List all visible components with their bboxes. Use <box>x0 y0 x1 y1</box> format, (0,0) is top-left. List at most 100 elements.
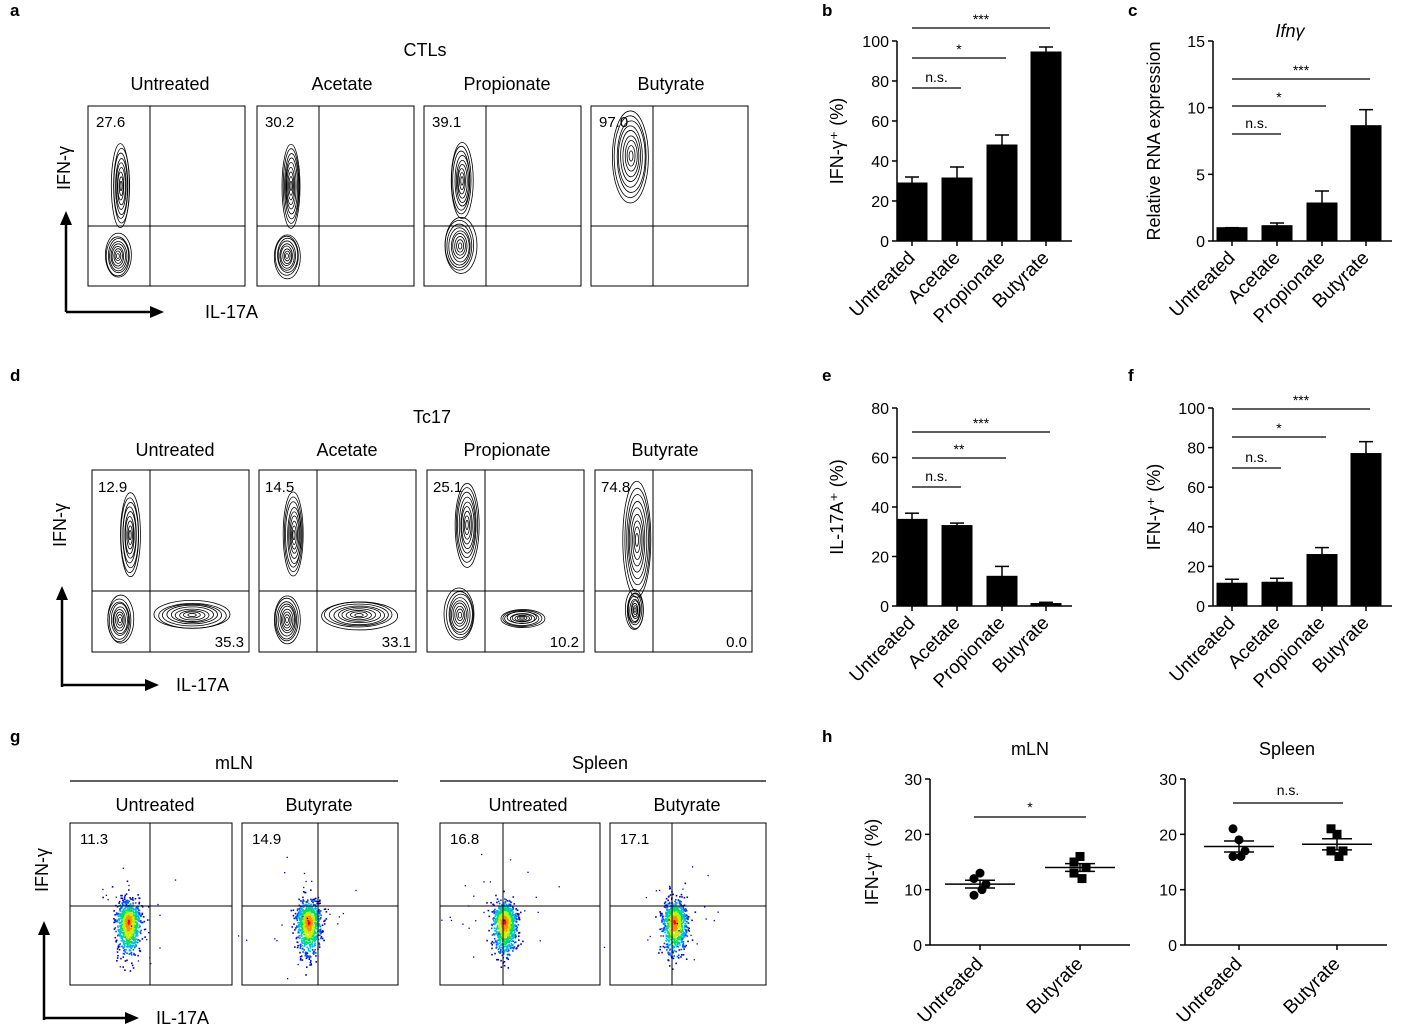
event-dot <box>473 895 475 897</box>
contour-line <box>456 608 464 622</box>
bar-untreated <box>1216 582 1248 607</box>
event-dot <box>645 896 648 899</box>
event-dot <box>665 897 668 900</box>
event-dot <box>501 954 503 957</box>
event-dot <box>304 918 306 920</box>
contour-line <box>350 611 368 619</box>
event-dot <box>481 853 483 856</box>
event-dot <box>300 921 303 924</box>
event-dot <box>313 898 316 900</box>
event-dot <box>677 945 679 947</box>
event-dot <box>315 900 317 902</box>
contour-line <box>289 180 293 191</box>
event-dot <box>681 938 683 940</box>
event-dot <box>126 923 129 926</box>
event-dot <box>135 911 138 914</box>
event-dot <box>131 941 133 943</box>
event-dot <box>125 949 127 951</box>
event-dot <box>131 937 133 940</box>
event-dot <box>516 926 519 929</box>
event-dot <box>301 920 304 922</box>
contour-line <box>452 233 468 259</box>
event-dot <box>687 916 690 918</box>
event-dot <box>126 931 129 934</box>
event-dot <box>493 923 495 925</box>
event-dot <box>307 917 310 919</box>
event-dot <box>500 929 503 932</box>
event-dot <box>681 911 684 913</box>
event-dot <box>126 902 129 905</box>
event-dot <box>299 908 301 910</box>
event-dot <box>120 897 123 900</box>
event-dot <box>114 919 117 921</box>
event-dot <box>311 932 313 935</box>
event-dot <box>300 922 303 925</box>
event-dot <box>312 921 314 924</box>
event-dot <box>302 896 304 899</box>
event-dot <box>507 922 509 925</box>
event-dot <box>501 912 504 914</box>
event-dot <box>665 939 667 942</box>
event-dot <box>129 935 131 938</box>
contour-line <box>273 234 301 280</box>
event-dot <box>498 925 500 927</box>
event-dot <box>126 880 129 883</box>
event-dot <box>115 896 117 898</box>
event-dot <box>686 918 689 921</box>
event-dot <box>509 907 512 910</box>
event-dot <box>680 924 683 927</box>
event-dot <box>143 920 146 923</box>
event-dot <box>131 926 133 929</box>
event-dot <box>512 920 515 923</box>
density-plot <box>237 822 399 986</box>
event-dot <box>298 926 300 928</box>
event-dot <box>670 935 673 937</box>
event-dot <box>122 922 124 925</box>
event-dot <box>123 921 125 924</box>
event-dot <box>292 932 294 934</box>
contour-line <box>616 120 646 193</box>
event-dot <box>132 917 135 920</box>
event-dot <box>135 908 138 910</box>
event-dot <box>683 909 686 911</box>
event-dot <box>667 946 670 949</box>
event-dot <box>496 913 499 915</box>
event-dot <box>504 941 506 943</box>
event-dot <box>558 886 560 888</box>
bar-acetate <box>1261 581 1293 607</box>
plot-frame <box>87 105 246 287</box>
event-dot <box>679 907 682 910</box>
event-dot <box>323 908 326 911</box>
event-dot <box>124 929 127 931</box>
event-dot <box>134 921 137 923</box>
event-dot <box>504 911 506 914</box>
event-dot <box>677 954 680 956</box>
event-dot <box>292 914 295 917</box>
event-dot <box>682 934 684 936</box>
event-dot <box>679 912 682 915</box>
event-dot <box>498 923 501 926</box>
event-dot <box>308 907 311 910</box>
event-dot <box>673 920 676 923</box>
event-dot <box>120 925 123 928</box>
event-dot <box>130 947 133 950</box>
event-dot <box>136 941 139 944</box>
event-dot <box>508 945 511 948</box>
event-dot <box>679 925 682 928</box>
event-dot <box>316 902 318 905</box>
event-dot <box>507 958 510 961</box>
y-tick-label: 80 <box>871 74 889 91</box>
event-dot <box>676 930 678 932</box>
quadrant-value-lower-right: 0.0 <box>726 634 747 651</box>
event-dot <box>682 934 685 937</box>
y-tick-label: 0 <box>1196 599 1205 616</box>
contour-line <box>289 515 300 554</box>
event-dot <box>502 911 505 913</box>
event-dot <box>137 930 140 933</box>
event-dot <box>667 930 669 933</box>
event-dot <box>499 930 502 932</box>
event-dot <box>318 909 320 911</box>
event-dot <box>509 925 512 928</box>
event-dot <box>673 913 676 916</box>
event-dot <box>682 941 685 943</box>
